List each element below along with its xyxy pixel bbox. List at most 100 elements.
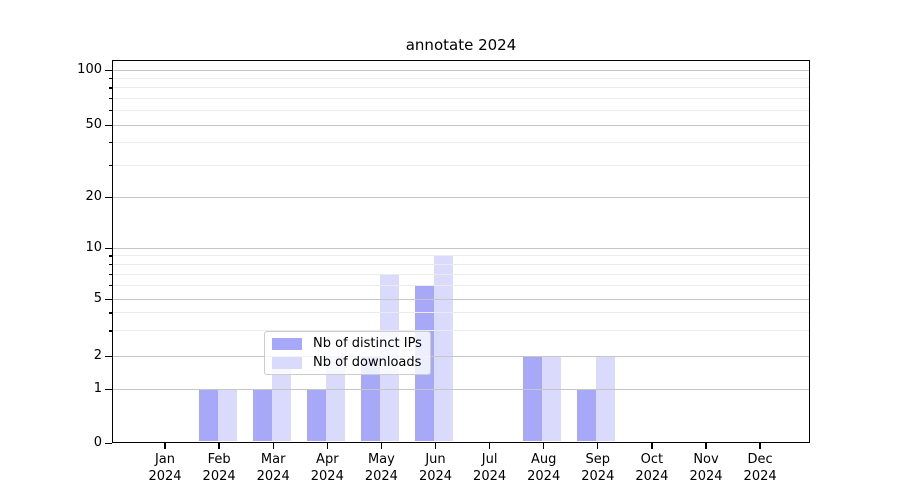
legend-swatch-distinct-ips [272,337,302,350]
x-tick-label-feb: Feb 2024 [179,452,259,485]
legend-swatch-downloads [272,356,302,369]
gridline-minor-90 [113,78,809,79]
gridline-major-100 [113,70,809,71]
y-tick-label-20: 20 [85,189,102,204]
y-minor-tick-mark-9 [108,255,112,257]
x-tick-month: Oct [640,452,664,467]
bar-distinct-ips-mar [253,389,272,441]
gridline-major-20 [113,197,809,198]
bar-downloads-mar [272,356,291,441]
gridline-major-1 [113,389,809,390]
y-minor-tick-mark-6 [108,285,112,287]
y-tick-label-1: 1 [93,381,102,396]
x-tick-label-nov: Nov 2024 [666,452,746,485]
gridline-minor-4 [113,312,809,313]
x-tick-year: 2024 [743,468,777,484]
y-tick-label-10: 10 [85,240,102,255]
y-minor-tick-mark-90 [108,77,112,80]
x-tick-month: May [367,452,395,467]
y-minor-tick-mark-4 [108,312,112,314]
bar-downloads-jun [434,255,453,441]
y-tick-mark-100 [105,69,112,71]
bar-downloads-apr [326,356,345,441]
x-tick-label-jun: Jun 2024 [396,452,476,485]
gridline-major-5 [113,299,809,300]
x-tick-mark-mar [272,443,274,449]
x-tick-mark-may [380,443,383,449]
x-tick-year: 2024 [473,468,507,484]
gridline-major-2 [113,356,809,357]
x-tick-year: 2024 [689,468,723,484]
x-tick-month: Mar [260,452,286,467]
bar-distinct-ips-may [361,356,380,441]
y-minor-tick-mark-40 [108,142,112,144]
bar-downloads-aug [542,356,561,441]
x-tick-year: 2024 [527,468,561,484]
bar-distinct-ips-apr [307,389,326,441]
x-tick-year: 2024 [418,468,453,484]
gridline-major-10 [113,248,809,249]
y-minor-tick-mark-7 [108,273,112,276]
x-tick-mark-jul [488,443,491,449]
y-minor-tick-mark-60 [108,110,112,112]
y-tick-label-2: 2 [93,348,102,363]
x-tick-mark-apr [326,443,328,449]
x-tick-year: 2024 [364,468,398,484]
y-tick-mark-2 [105,355,112,357]
y-tick-label-0: 0 [93,435,102,450]
y-tick-label-5: 5 [93,291,102,306]
gridline-minor-6 [113,285,809,286]
gridline-minor-7 [113,274,809,275]
y-tick-label-50: 50 [85,117,102,132]
bar-distinct-ips-aug [523,356,542,441]
x-tick-mark-feb [218,443,220,449]
x-tick-label-oct: Oct 2024 [612,452,692,485]
gridline-minor-8 [113,264,809,265]
x-tick-label-may: May 2024 [341,452,421,485]
x-tick-label-aug: Aug 2024 [504,452,584,485]
bar-distinct-ips-feb [199,389,218,441]
legend-item-downloads: Nb of downloads [271,354,424,371]
gridline-minor-9 [113,255,809,256]
plot-area [112,60,810,443]
x-tick-month: Jul [481,452,498,467]
x-tick-month: Apr [316,452,339,467]
gridline-minor-80 [113,87,809,88]
y-tick-mark-50 [105,124,112,126]
x-tick-label-mar: Mar 2024 [233,452,313,485]
x-tick-label-jul: Jul 2024 [450,452,530,485]
x-tick-year: 2024 [581,468,615,484]
x-tick-month: Nov [693,452,719,467]
gridline-minor-40 [113,142,809,143]
legend: Nb of distinct IPs Nb of downloads [264,331,431,375]
x-tick-mark-jun [434,443,437,449]
legend-label-distinct-ips: Nb of distinct IPs [313,336,422,351]
y-minor-tick-mark-3 [108,330,112,332]
x-tick-label-apr: Apr 2024 [287,452,367,485]
x-tick-month: Dec [747,452,773,467]
gridline-minor-60 [113,110,809,111]
y-tick-mark-20 [105,196,112,198]
gridline-major-50 [113,125,809,126]
y-minor-tick-mark-70 [108,97,112,100]
bar-downloads-feb [218,389,237,441]
x-tick-label-jan: Jan 2024 [125,452,205,485]
x-tick-label-dec: Dec 2024 [720,452,800,485]
x-tick-year: 2024 [310,468,344,484]
y-minor-tick-mark-30 [108,164,112,167]
gridline-minor-70 [113,98,809,99]
x-tick-mark-nov [705,443,707,449]
x-tick-mark-dec [759,443,761,449]
y-tick-mark-0 [105,442,112,444]
legend-item-distinct-ips: Nb of distinct IPs [271,335,424,352]
y-minor-tick-mark-80 [108,87,112,89]
x-tick-month: Jun [425,452,446,467]
y-minor-tick-mark-8 [108,263,112,266]
legend-label-downloads: Nb of downloads [313,355,422,370]
y-tick-label-100: 100 [77,62,102,77]
x-tick-year: 2024 [635,468,669,484]
x-tick-mark-aug [543,443,545,449]
x-tick-month: Feb [207,452,231,467]
x-tick-month: Aug [530,452,557,467]
